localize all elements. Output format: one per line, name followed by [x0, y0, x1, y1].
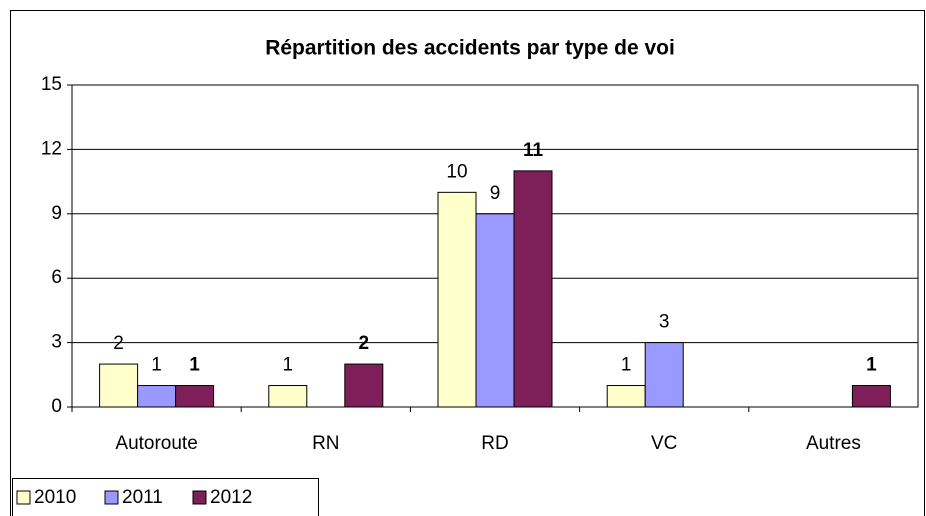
- data-label: 1: [151, 355, 162, 376]
- y-tick-label: 15: [41, 74, 62, 95]
- legend-label: 2011: [122, 487, 163, 508]
- data-label: 2: [359, 333, 370, 354]
- x-tick-label: VC: [651, 433, 677, 454]
- data-label: 10: [446, 161, 467, 182]
- legend-swatch: [192, 490, 207, 505]
- data-label: 1: [621, 355, 632, 376]
- y-tick-label: 0: [51, 396, 62, 417]
- data-label: 11: [523, 140, 544, 161]
- legend-swatch: [16, 490, 31, 505]
- y-tick-label: 12: [41, 138, 62, 159]
- data-label: 3: [659, 312, 670, 333]
- y-tick-label: 3: [51, 332, 62, 353]
- bar: [437, 191, 477, 408]
- bar: [475, 213, 515, 408]
- data-label: 1: [866, 355, 877, 376]
- legend-swatch: [104, 490, 119, 505]
- bar: [606, 385, 646, 408]
- data-label: 1: [283, 355, 294, 376]
- y-tick-label: 9: [51, 203, 62, 224]
- data-label: 9: [490, 183, 501, 204]
- bar: [851, 385, 891, 408]
- data-label: 2: [113, 333, 124, 354]
- legend-label: 2012: [210, 487, 252, 508]
- x-tick-label: RD: [481, 433, 508, 454]
- x-tick-label: Autoroute: [115, 433, 197, 454]
- bar: [137, 385, 177, 408]
- legend-box: [12, 478, 319, 516]
- bar: [513, 170, 553, 408]
- bar: [644, 342, 684, 408]
- chart-title: Répartition des accidents par type de vo…: [265, 37, 675, 60]
- legend-label: 2010: [34, 487, 76, 508]
- bar: [99, 363, 139, 408]
- bar: [344, 363, 384, 408]
- bar: [175, 385, 215, 408]
- y-tick-label: 6: [51, 267, 62, 288]
- x-tick-label: RN: [312, 433, 339, 454]
- data-label: 1: [189, 355, 200, 376]
- bar: [268, 385, 308, 408]
- x-tick-label: Autres: [806, 433, 861, 454]
